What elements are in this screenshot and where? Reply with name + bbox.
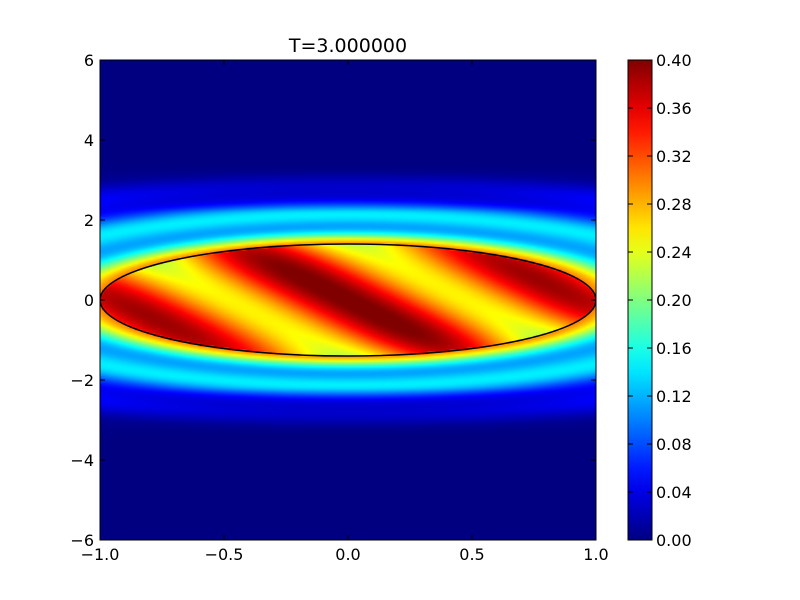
x-tick-label: 1.0	[583, 545, 608, 564]
colorbar-tick-label: 0.36	[656, 99, 692, 118]
x-tick-label: −0.5	[205, 545, 244, 564]
colorbar-tick-label: 0.32	[656, 147, 692, 166]
y-tick-label: −2	[70, 371, 94, 390]
y-tick-label: −6	[70, 531, 94, 550]
colorbar-tick-label: 0.24	[656, 243, 692, 262]
y-tick-label: 2	[84, 211, 94, 230]
boundary-ellipse	[100, 243, 596, 357]
y-tick-label: −4	[70, 451, 94, 470]
y-axis: −6 −4 −2 0 2 4 6	[70, 51, 596, 550]
y-tick-label: 4	[84, 131, 94, 150]
chart-title: T=3.000000	[288, 35, 407, 57]
colorbar-ticks: 0.00 0.04 0.08 0.12 0.16 0.20 0.24 0.28 0.32 0.36…	[628, 51, 692, 550]
colorbar: 0.00 0.04 0.08 0.12 0.16 0.20 0.24 0.28 0.32 0.36…	[627, 51, 692, 550]
x-tick-label: 0.0	[335, 545, 360, 564]
heatmap-image	[100, 60, 596, 540]
x-tick-label: 0.5	[459, 545, 484, 564]
colorbar-tick-label: 0.12	[656, 387, 692, 406]
x-tick-label: −1.0	[81, 545, 120, 564]
colorbar-tick-label: 0.00	[656, 531, 692, 550]
colorbar-tick-label: 0.04	[656, 483, 692, 502]
colorbar-tick-label: 0.40	[656, 51, 692, 70]
colorbar-tick-label: 0.08	[656, 435, 692, 454]
x-axis: −1.0 −0.5 0.0 0.5 1.0	[81, 60, 609, 564]
colorbar-tick-label: 0.16	[656, 339, 692, 358]
heatmap	[100, 60, 596, 540]
colorbar-tick-label: 0.28	[656, 195, 692, 214]
colorbar-tick-label: 0.20	[656, 291, 692, 310]
y-tick-label: 6	[84, 51, 94, 70]
y-tick-label: 0	[84, 291, 94, 310]
